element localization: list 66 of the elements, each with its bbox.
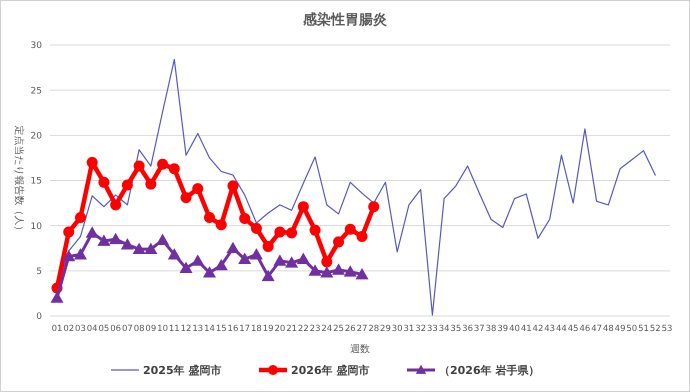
x-tick-label: 24 bbox=[321, 324, 332, 334]
x-tick-label: 38 bbox=[486, 324, 496, 334]
x-tick-label: 37 bbox=[474, 324, 485, 334]
x-tick-label: 03 bbox=[75, 324, 86, 334]
x-tick-label: 28 bbox=[368, 324, 380, 334]
x-tick-label: 12 bbox=[180, 324, 192, 334]
x-tick-label: 17 bbox=[239, 324, 250, 334]
x-tick-label: 40 bbox=[509, 324, 520, 334]
chart-title: 感染性胃腸炎 bbox=[302, 11, 387, 28]
x-tick-label: 10 bbox=[157, 324, 168, 334]
x-tick-label: 20 bbox=[274, 324, 286, 334]
x-tick-label: 47 bbox=[591, 324, 602, 334]
x-tick-label: 46 bbox=[579, 324, 590, 334]
x-tick-label: 30 bbox=[392, 324, 403, 334]
x-tick-label: 39 bbox=[497, 324, 508, 334]
x-tick-label: 34 bbox=[438, 324, 450, 334]
x-tick-label: 19 bbox=[262, 324, 274, 334]
x-tick-label: 13 bbox=[192, 324, 204, 334]
x-tick-label: 49 bbox=[614, 324, 626, 334]
x-tick-label: 01 bbox=[52, 324, 62, 334]
x-tick-label: 22 bbox=[298, 324, 309, 334]
x-tick-label: 25 bbox=[333, 324, 344, 334]
x-tick-label: 42 bbox=[532, 324, 544, 334]
x-tick-label: 52 bbox=[650, 324, 661, 334]
x-tick-label: 29 bbox=[380, 324, 391, 334]
x-tick-label: 41 bbox=[520, 324, 532, 334]
x-tick-label: 32 bbox=[415, 324, 426, 334]
x-tick-label: 18 bbox=[251, 324, 262, 334]
y-tick-label: 25 bbox=[30, 86, 42, 96]
x-tick-label: 09 bbox=[145, 324, 156, 334]
x-tick-label: 33 bbox=[426, 324, 438, 334]
x-tick-label: 08 bbox=[134, 324, 145, 334]
x-axis-title: 週数 bbox=[350, 344, 370, 355]
x-tick-label: 36 bbox=[462, 324, 473, 334]
y-tick-label: 15 bbox=[30, 176, 42, 187]
y-tick-label: 20 bbox=[30, 131, 42, 142]
x-tick-label: 27 bbox=[356, 324, 368, 334]
x-tick-label: 04 bbox=[86, 324, 98, 334]
x-tick-label: 05 bbox=[98, 324, 110, 334]
legend-label: （2026年 岩手県） bbox=[439, 364, 540, 377]
y-tick-label: 10 bbox=[30, 222, 42, 232]
x-tick-label: 11 bbox=[168, 324, 180, 334]
x-tick-label: 45 bbox=[568, 324, 579, 334]
legend-label: 2026年 盛岡市 bbox=[291, 364, 370, 377]
legend-label: 2025年 盛岡市 bbox=[143, 364, 222, 377]
y-tick-label: 5 bbox=[36, 266, 42, 277]
x-tick-label: 15 bbox=[216, 324, 227, 334]
x-tick-label: 48 bbox=[602, 324, 614, 334]
x-tick-label: 50 bbox=[626, 324, 638, 334]
x-tick-label: 51 bbox=[638, 324, 649, 334]
x-tick-label: 26 bbox=[344, 324, 356, 334]
x-tick-label: 35 bbox=[450, 324, 462, 334]
x-tick-label: 16 bbox=[228, 324, 238, 334]
x-tick-label: 31 bbox=[404, 324, 414, 334]
x-tick-label: 02 bbox=[63, 324, 74, 334]
y-axis-title: 定点当たり報告数（人） bbox=[13, 126, 25, 236]
x-tick-label: 53 bbox=[662, 324, 672, 334]
x-tick-label: 06 bbox=[110, 324, 122, 334]
x-tick-label: 44 bbox=[556, 324, 567, 334]
x-tick-label: 21 bbox=[286, 324, 298, 334]
x-tick-label: 23 bbox=[310, 324, 320, 334]
x-tick-label: 43 bbox=[544, 324, 556, 334]
x-tick-label: 14 bbox=[204, 324, 215, 334]
y-tick-label: 30 bbox=[30, 41, 42, 52]
y-tick-label: 0 bbox=[36, 312, 42, 322]
x-tick-label: 07 bbox=[122, 324, 133, 334]
